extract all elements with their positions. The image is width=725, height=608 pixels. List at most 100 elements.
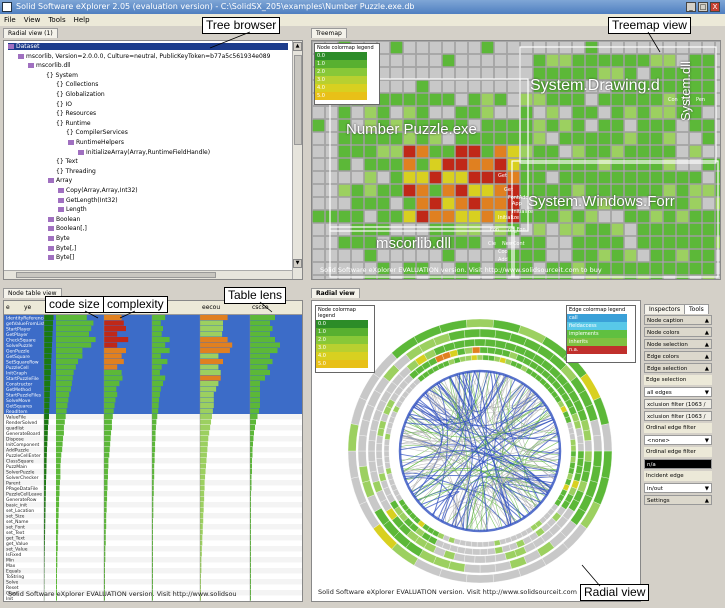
treemap-cell[interactable]: [637, 171, 650, 184]
treemap-cell[interactable]: [572, 249, 585, 262]
treemap-cell[interactable]: [377, 184, 390, 197]
treemap-cell[interactable]: [468, 119, 481, 132]
radial-ring-segment[interactable]: [456, 546, 466, 555]
radial-edge[interactable]: [418, 386, 465, 503]
treemap-cell[interactable]: [390, 249, 403, 262]
radial-ring-segment[interactable]: [474, 338, 486, 347]
treemap-cell[interactable]: [520, 119, 533, 132]
radial-edge[interactable]: [400, 391, 457, 453]
treemap-cell[interactable]: [429, 132, 442, 145]
treemap-cell[interactable]: [585, 93, 598, 106]
hscroll-thumb[interactable]: [16, 272, 216, 278]
treemap-cell[interactable]: [585, 67, 598, 80]
treemap-cell[interactable]: [572, 132, 585, 145]
treemap-cell[interactable]: [481, 41, 494, 54]
treemap-cell[interactable]: [468, 184, 481, 197]
treemap-cell[interactable]: [403, 262, 416, 275]
radial-edge[interactable]: [428, 389, 473, 527]
treemap-cell[interactable]: [312, 223, 325, 236]
radial-ring-segment[interactable]: [375, 450, 383, 459]
treemap-cell[interactable]: [416, 132, 429, 145]
treemap-cell[interactable]: [455, 249, 468, 262]
treemap-cell[interactable]: [624, 184, 637, 197]
tree-node[interactable]: Byte: [48, 235, 70, 242]
treemap-cell[interactable]: [403, 184, 416, 197]
treemap-cell[interactable]: [689, 145, 702, 158]
radial-ring-segment[interactable]: [449, 349, 459, 358]
radial-ring-segment[interactable]: [479, 328, 497, 339]
treemap-cell[interactable]: [676, 262, 689, 275]
radial-edge[interactable]: [451, 400, 543, 527]
treemap-cell[interactable]: [494, 119, 507, 132]
treemap-cell[interactable]: [416, 119, 429, 132]
treemap-cell[interactable]: [676, 54, 689, 67]
treemap-cell[interactable]: [507, 41, 520, 54]
treemap-cell[interactable]: [390, 54, 403, 67]
tab-inspectors[interactable]: Inspectors: [644, 304, 686, 314]
treemap-cell[interactable]: [312, 171, 325, 184]
treemap-cell[interactable]: [559, 210, 572, 223]
treemap-cell[interactable]: [559, 67, 572, 80]
treemap-cell[interactable]: [312, 262, 325, 275]
radial-ring-segment[interactable]: [463, 563, 481, 574]
treemap-cell[interactable]: [364, 210, 377, 223]
radial-ring-segment[interactable]: [482, 541, 490, 548]
treemap-cell[interactable]: [663, 249, 676, 262]
radial-edge[interactable]: [405, 371, 493, 426]
treemap-cell[interactable]: [468, 67, 481, 80]
radial-edge[interactable]: [511, 385, 549, 429]
minimize-button[interactable]: _: [686, 2, 696, 12]
treemap-cell[interactable]: [598, 67, 611, 80]
tree-node[interactable]: {} CompilerServices: [58, 129, 128, 136]
treemap-cell[interactable]: [351, 158, 364, 171]
treemap-cell[interactable]: [546, 171, 559, 184]
treemap-cell[interactable]: [676, 132, 689, 145]
treemap-cell[interactable]: [325, 158, 338, 171]
treemap-cell[interactable]: [507, 171, 520, 184]
treemap-cell[interactable]: [468, 145, 481, 158]
tree-node[interactable]: Boolean: [48, 216, 80, 223]
radial-ring-segment[interactable]: [570, 456, 576, 463]
radial-ring-segment[interactable]: [456, 347, 466, 356]
treemap-cell[interactable]: [689, 54, 702, 67]
treemap-cell[interactable]: [559, 197, 572, 210]
treemap-cell[interactable]: [403, 93, 416, 106]
treemap-canvas[interactable]: Con Cla Pen Get Fon op_Fon Cle NewCont Coo Add Get…: [312, 41, 720, 279]
treemap-cell[interactable]: [559, 54, 572, 67]
radial-ring-segment[interactable]: [453, 339, 466, 350]
radial-ring-segment[interactable]: [488, 540, 495, 547]
treemap-cell[interactable]: [351, 210, 364, 223]
treemap-cell[interactable]: [377, 197, 390, 210]
treemap-cell[interactable]: [650, 132, 663, 145]
treemap-cell[interactable]: [494, 132, 507, 145]
treemap-cell[interactable]: [585, 262, 598, 275]
treemap-cell[interactable]: [442, 223, 455, 236]
treemap-cell[interactable]: [364, 158, 377, 171]
radial-edge[interactable]: [500, 378, 559, 440]
treemap-cell[interactable]: [676, 67, 689, 80]
treemap-cell[interactable]: [377, 236, 390, 249]
treemap-cell[interactable]: [637, 106, 650, 119]
inspector-button[interactable]: xclusion filter (1063 /: [644, 411, 712, 421]
inspector-dropdown[interactable]: in/out ▼: [644, 483, 712, 493]
treemap-cell[interactable]: [312, 236, 325, 249]
treemap-cell[interactable]: [559, 184, 572, 197]
treemap-cell[interactable]: [572, 145, 585, 158]
treemap-cell[interactable]: [468, 171, 481, 184]
treemap-cell[interactable]: [429, 54, 442, 67]
treemap-cell[interactable]: [546, 145, 559, 158]
treemap-cell[interactable]: [338, 210, 351, 223]
treemap-cell[interactable]: [338, 184, 351, 197]
radial-ring-segment[interactable]: [384, 456, 390, 463]
radial-edge[interactable]: [506, 377, 561, 453]
treemap-cell[interactable]: [429, 106, 442, 119]
treemap-cell[interactable]: [533, 145, 546, 158]
treemap-cell[interactable]: [468, 41, 481, 54]
treemap-cell[interactable]: [416, 236, 429, 249]
radial-ring-segment[interactable]: [576, 435, 584, 444]
treemap-cell[interactable]: [637, 54, 650, 67]
radial-edge[interactable]: [471, 411, 550, 531]
radial-ring-segment[interactable]: [367, 450, 376, 462]
treemap-cell[interactable]: [650, 106, 663, 119]
radial-ring-segment[interactable]: [378, 472, 387, 482]
